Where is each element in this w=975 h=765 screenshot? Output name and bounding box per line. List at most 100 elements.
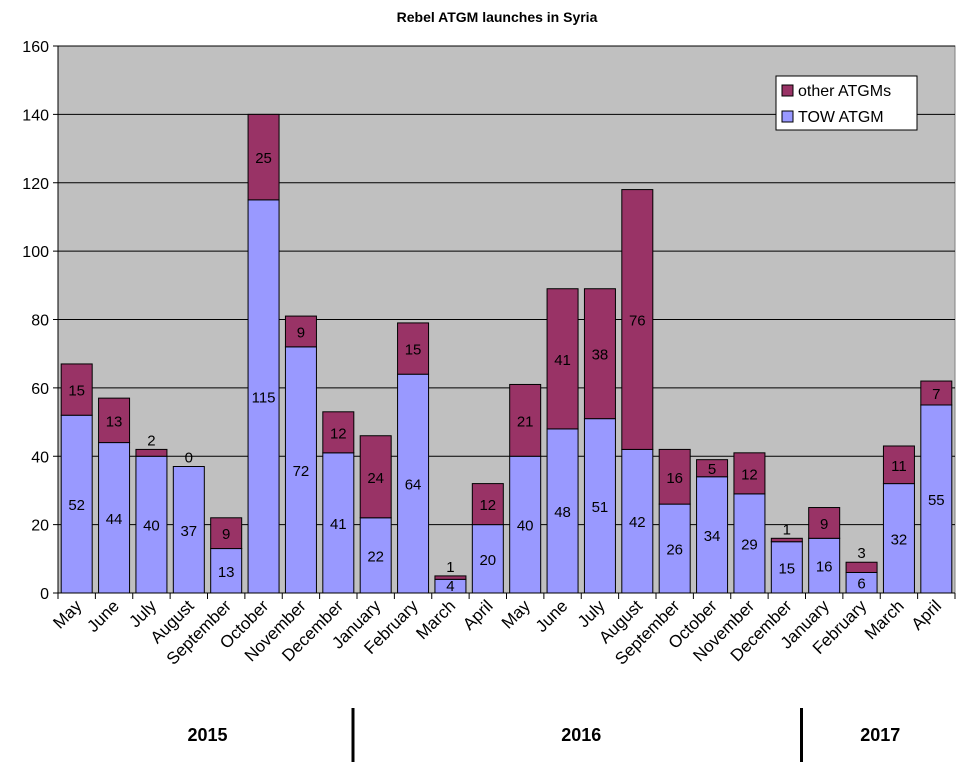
data-label: 9 <box>297 324 305 341</box>
data-label: 12 <box>330 425 347 442</box>
bar-other <box>770 537 803 543</box>
bar-other <box>733 452 766 495</box>
data-label: 64 <box>405 477 422 494</box>
x-tick-label: April <box>908 596 945 633</box>
y-tick-label: 140 <box>22 107 49 124</box>
y-tick-label: 40 <box>31 449 49 466</box>
x-tick-label: March <box>861 596 908 643</box>
x-tick-label: March <box>412 596 459 643</box>
data-label: 55 <box>928 492 945 509</box>
data-label: 41 <box>554 352 571 369</box>
bar-other <box>359 435 392 519</box>
year-label: 2017 <box>860 725 900 745</box>
legend-swatch <box>781 84 794 97</box>
bar-other <box>920 380 953 406</box>
y-tick-label: 160 <box>22 39 49 56</box>
bar-other <box>210 517 243 550</box>
data-label: 40 <box>143 518 160 535</box>
data-label: 48 <box>554 504 571 521</box>
data-label: 24 <box>367 470 384 487</box>
bar-other <box>98 397 131 444</box>
bar-other <box>471 483 504 526</box>
bar-tow <box>546 428 579 594</box>
data-label: 1 <box>783 521 791 538</box>
data-label: 29 <box>741 536 758 553</box>
x-tick-label: June <box>83 596 123 636</box>
data-label: 12 <box>741 466 758 483</box>
y-tick-label: 20 <box>31 518 49 535</box>
bar-other <box>247 113 280 201</box>
data-label: 72 <box>293 463 310 480</box>
bar-other <box>658 448 691 505</box>
chart-title: Rebel ATGM launches in Syria <box>397 9 598 25</box>
legend-swatch <box>781 110 794 123</box>
data-label: 42 <box>629 514 646 531</box>
x-tick-label: May <box>49 596 85 632</box>
y-tick-label: 60 <box>31 381 49 398</box>
data-label: 0 <box>185 450 193 467</box>
data-label: 12 <box>479 497 496 514</box>
bar-tow <box>808 537 841 594</box>
y-tick-label: 0 <box>40 586 49 603</box>
bar-other <box>845 561 878 573</box>
data-label: 26 <box>666 542 683 559</box>
bar-other <box>808 507 841 539</box>
data-label: 11 <box>891 458 907 475</box>
data-label: 2 <box>147 432 155 449</box>
data-label: 21 <box>517 413 534 430</box>
data-label: 51 <box>592 499 609 516</box>
legend-label: TOW ATGM <box>798 109 884 126</box>
data-label: 13 <box>218 564 235 581</box>
data-label: 6 <box>857 576 865 593</box>
legend-label: other ATGMs <box>798 83 891 100</box>
data-label: 76 <box>629 313 646 330</box>
data-label: 1 <box>446 559 454 576</box>
data-label: 3 <box>857 545 865 562</box>
data-label: 52 <box>68 497 85 514</box>
y-tick-label: 80 <box>31 313 49 330</box>
data-label: 32 <box>891 531 908 548</box>
data-label: 34 <box>704 528 721 545</box>
year-label: 2015 <box>187 725 227 745</box>
year-label: 2016 <box>561 725 601 745</box>
bar-other <box>60 363 93 416</box>
bar-other <box>434 575 467 580</box>
y-tick-label: 100 <box>22 244 49 261</box>
bar-tow <box>397 373 430 594</box>
bar-tow <box>471 524 504 594</box>
bar-tow <box>98 442 131 594</box>
data-label: 9 <box>222 526 230 543</box>
data-label: 9 <box>820 516 828 533</box>
bar-other <box>546 288 579 430</box>
data-label: 13 <box>106 413 123 430</box>
data-label: 16 <box>666 470 683 487</box>
bar-tow <box>247 199 280 594</box>
data-label: 20 <box>479 552 496 569</box>
legend-box <box>775 75 918 131</box>
bar-tow <box>509 455 542 594</box>
data-label: 44 <box>106 511 123 528</box>
y-tick-label: 120 <box>22 176 49 193</box>
x-tick-label: June <box>532 596 572 636</box>
data-label: 22 <box>367 548 384 565</box>
data-label: 16 <box>816 559 833 576</box>
bar-other <box>509 383 542 457</box>
bar-other <box>696 459 729 478</box>
data-label: 15 <box>778 560 795 577</box>
bar-other <box>397 322 430 375</box>
bar-other <box>322 411 355 454</box>
bar-tow <box>172 466 205 594</box>
x-tick-label: April <box>459 596 496 633</box>
bar-other <box>621 189 654 450</box>
data-label: 15 <box>68 383 85 400</box>
bar-tow <box>882 483 915 594</box>
bar-other <box>284 315 317 348</box>
data-label: 37 <box>180 523 197 540</box>
legend: other ATGMs TOW ATGM <box>775 75 918 131</box>
data-label: 5 <box>708 461 716 478</box>
bar-tow <box>621 448 654 594</box>
data-label: 40 <box>517 518 534 535</box>
bar-other <box>882 445 915 485</box>
bar-tow <box>284 346 317 594</box>
